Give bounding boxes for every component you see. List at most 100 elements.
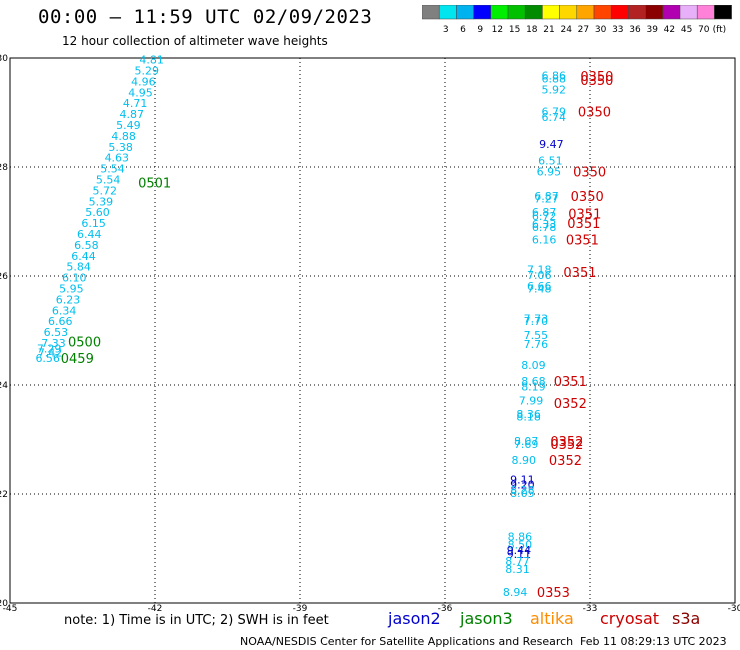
pass-time-label: 0351 <box>563 266 596 281</box>
swh-value: 5.92 <box>542 84 567 97</box>
swh-value: 7.55 <box>524 329 549 342</box>
generation-timestamp: Feb 11 08:29:13 UTC 2023 <box>580 635 727 648</box>
swh-value: 6.87 <box>534 190 559 203</box>
swh-value: 7.18 <box>527 263 552 276</box>
pass-time-label: 0352 <box>550 438 583 453</box>
colorbar-label: 42 <box>664 25 675 35</box>
swh-value: 4.96 <box>131 75 156 88</box>
swh-value: 6.79 <box>542 105 567 118</box>
colorbar-label: 27 <box>578 25 589 35</box>
pass-time-label: 0350 <box>578 105 611 120</box>
pass-time-label: 0352 <box>550 435 583 450</box>
swh-value: 6.88 <box>542 73 567 86</box>
swh-value: 6.53 <box>44 326 69 339</box>
pass-time-label: 0351 <box>568 207 601 222</box>
swh-value: 8.28 <box>510 484 535 497</box>
swh-value: 8.05 <box>510 487 535 500</box>
swh-value: 7.29 <box>37 342 62 355</box>
plot-frame <box>9 57 736 604</box>
swh-value: 7.99 <box>519 394 544 407</box>
swh-value: 5.38 <box>108 141 133 154</box>
x-tick-label: -39 <box>293 604 308 614</box>
y-tick-label: 28 <box>0 163 8 173</box>
chart-title: 00:00 — 11:59 UTC 02/09/2023 <box>38 6 373 28</box>
swh-value: 7.42 <box>38 346 63 359</box>
legend-altika: altika <box>530 609 574 628</box>
pass-time-label: 0350 <box>571 190 604 205</box>
swh-value: 6.66 <box>527 280 552 293</box>
pass-time-label: 0353 <box>537 586 570 601</box>
colorbar-label: 45 <box>681 25 692 35</box>
swh-value: 4.63 <box>105 152 130 165</box>
swh-value: 5.49 <box>116 119 141 132</box>
colorbar-label: 36 <box>629 25 641 35</box>
swh-value: 6.78 <box>532 221 557 234</box>
y-tick-label: 26 <box>0 272 8 282</box>
colorbar-label: 3 <box>443 25 449 35</box>
swh-value: 6.58 <box>74 239 99 252</box>
swh-value: 6.56 <box>35 352 60 365</box>
swh-value: 8.50 <box>508 539 533 552</box>
pass-time-label: 0351 <box>554 375 587 390</box>
swh-value: 5.39 <box>89 195 114 208</box>
swh-value: 7.48 <box>527 283 552 296</box>
swh-value: 7.27 <box>534 193 559 206</box>
colorbar-label: 9 <box>477 25 483 35</box>
swh-value: 8.09 <box>521 359 546 372</box>
colorbar-label: 33 <box>612 25 623 35</box>
swh-value: 9.20 <box>510 479 535 492</box>
swh-value: 6.72 <box>532 210 557 223</box>
swh-value: 5.54 <box>96 174 121 187</box>
x-tick-label: -45 <box>3 604 18 614</box>
swh-value: 8.19 <box>521 381 546 394</box>
swh-value: 5.60 <box>85 206 110 219</box>
swh-value: 7.73 <box>524 313 549 326</box>
swh-value: 6.10 <box>62 272 87 285</box>
swh-value: 7.33 <box>41 337 66 350</box>
pass-time-label: 0352 <box>554 397 587 412</box>
swh-value: 6.44 <box>71 250 96 263</box>
swh-value: 8.31 <box>505 563 530 576</box>
colorbar-label: 21 <box>543 25 554 35</box>
pass-time-label: 0350 <box>580 70 613 85</box>
swh-value: 5.29 <box>135 65 160 78</box>
colorbar-swatch <box>714 5 732 20</box>
swh-value: 8.18 <box>516 411 541 424</box>
colorbar-label: 6 <box>460 25 466 35</box>
pass-time-label: 0351 <box>567 217 600 232</box>
swh-value: 9.11 <box>507 548 532 561</box>
pass-time-label: 0350 <box>580 74 613 89</box>
swh-value: 8.07 <box>514 435 539 448</box>
pass-time-label: 0500 <box>68 335 101 350</box>
y-tick-label: 24 <box>0 381 8 391</box>
swh-value: 5.95 <box>59 283 84 296</box>
swh-value: 6.44 <box>77 228 102 241</box>
swh-value: 6.33 <box>532 218 557 231</box>
legend-jason3: jason3 <box>460 609 513 628</box>
swh-value: 6.66 <box>48 315 73 328</box>
x-tick-label: -36 <box>438 604 453 614</box>
colorbar-label: 39 <box>646 25 658 35</box>
swh-value: 7.76 <box>524 338 549 351</box>
pass-time-label: 0459 <box>61 352 94 367</box>
swh-value: 9.44 <box>507 544 532 557</box>
color-scale-legend: 3 6 9 12 15 18 21 24 27 30 33 36 39 42 45 70 (ft) <box>422 5 732 35</box>
colorbar-label: 30 <box>595 25 607 35</box>
swh-value: 7.06 <box>527 269 552 282</box>
swh-value: 5.72 <box>92 184 117 197</box>
swh-value: 4.71 <box>123 97 148 110</box>
pass-time-label: 0501 <box>138 176 171 191</box>
pass-time-label: 0351 <box>566 233 599 248</box>
swh-value: 8.36 <box>516 408 541 421</box>
y-tick-label: 20 <box>0 599 8 609</box>
colorbar-label: 15 <box>509 25 520 35</box>
chart-subtitle: 12 hour collection of altimeter wave hei… <box>62 34 328 48</box>
swh-value: 7.70 <box>524 315 549 328</box>
swh-value: 9.47 <box>539 138 564 151</box>
swh-value: 4.88 <box>111 130 136 143</box>
swh-value: 4.87 <box>120 108 145 121</box>
swh-value: 6.86 <box>542 69 567 82</box>
x-tick-label: -42 <box>148 604 163 614</box>
colorbar-label: 18 <box>526 25 538 35</box>
legend-s3a: s3a <box>672 609 701 628</box>
